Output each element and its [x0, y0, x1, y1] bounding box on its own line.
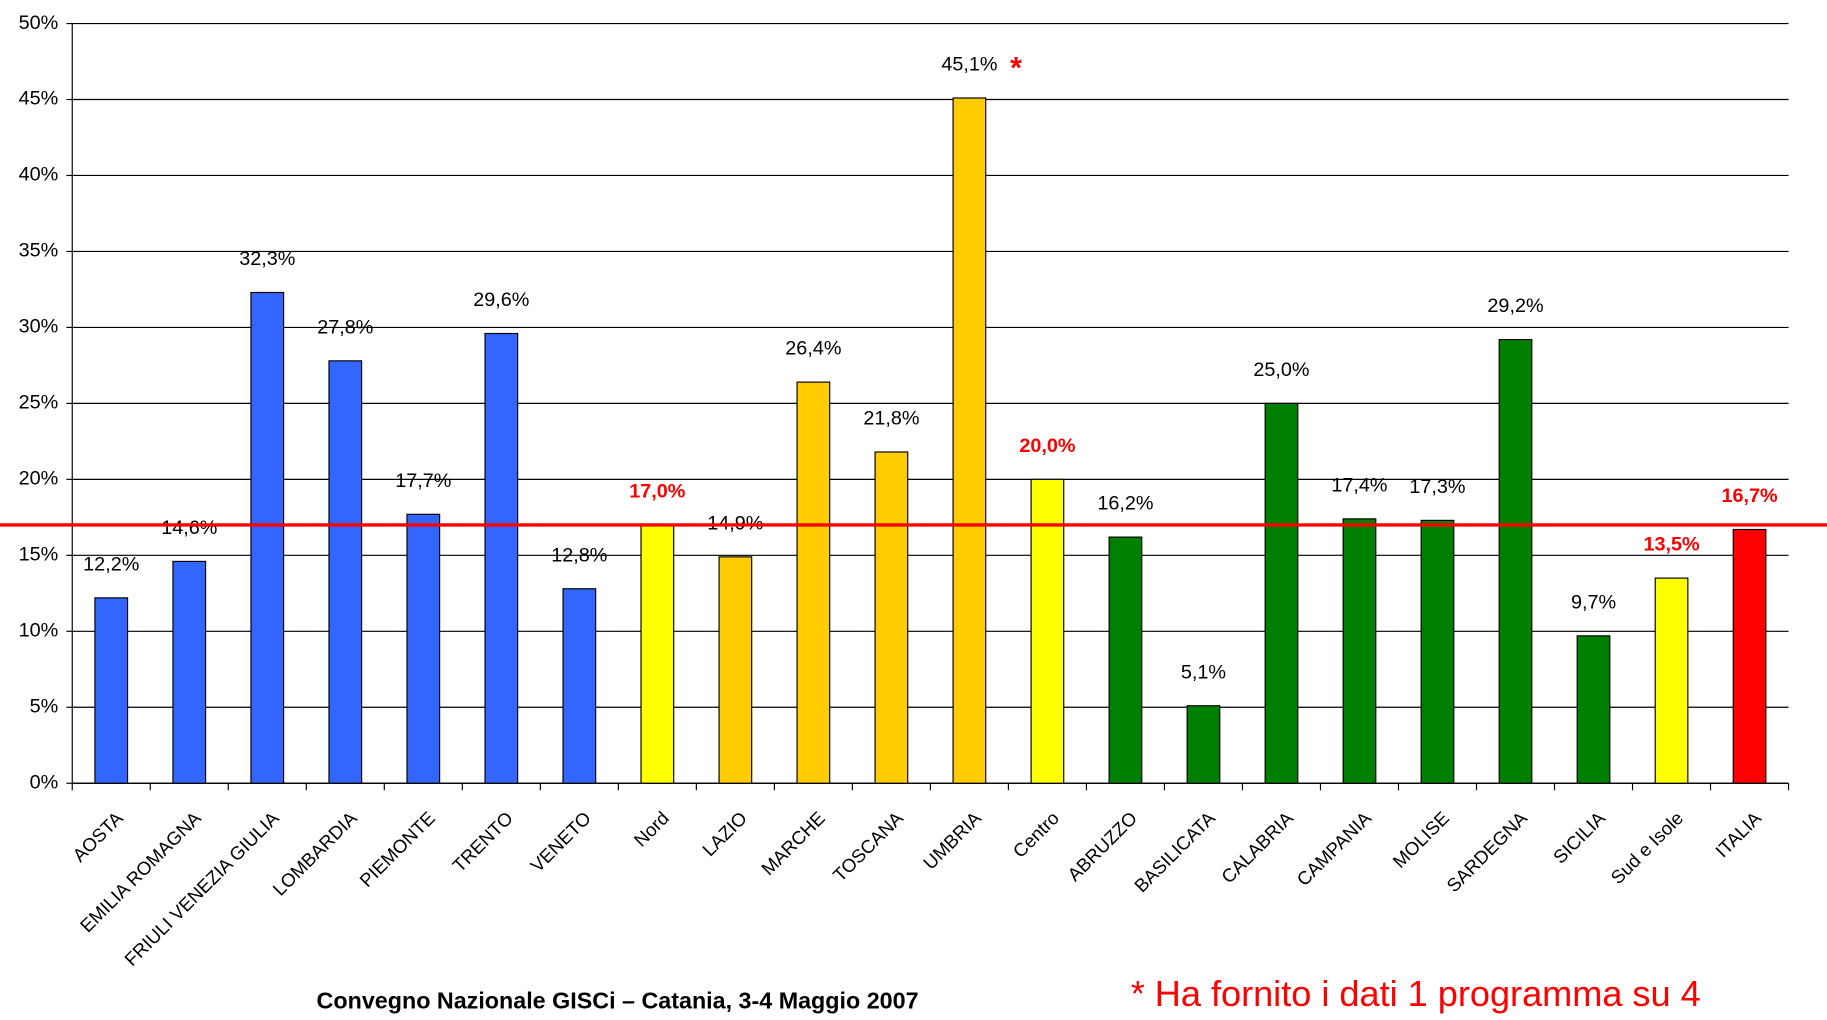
bar	[1030, 478, 1065, 784]
bar	[1108, 536, 1143, 784]
x-tick-label: CAMPANIA	[1292, 807, 1375, 890]
value-label: 29,6%	[473, 289, 529, 311]
bar	[1654, 577, 1689, 784]
value-label: 17,4%	[1331, 474, 1387, 496]
value-label: 25,0%	[1253, 359, 1309, 381]
bar	[484, 332, 519, 784]
bar	[718, 556, 753, 784]
bar	[952, 97, 987, 784]
asterisk: *	[1010, 52, 1022, 85]
bar	[796, 381, 831, 784]
y-tick-label: 25%	[19, 392, 59, 414]
bar	[640, 524, 675, 784]
bar	[328, 360, 363, 784]
x-tick-label: Sud e Isole	[1606, 807, 1687, 888]
x-tick-label: MARCHE	[757, 807, 829, 879]
bar	[172, 560, 207, 784]
y-tick-label: 50%	[19, 12, 59, 34]
value-label: 5,1%	[1181, 661, 1226, 683]
value-label: 16,7%	[1721, 485, 1778, 507]
y-tick-label: 40%	[19, 164, 59, 186]
bar	[1498, 338, 1533, 784]
x-tick-label: VENETO	[526, 807, 595, 876]
value-label: 27,8%	[317, 316, 373, 338]
y-tick-label: 45%	[19, 88, 59, 110]
x-tick-label: TRENTO	[448, 807, 517, 876]
value-label: 12,8%	[551, 544, 607, 566]
bar	[1576, 635, 1611, 784]
value-label: 26,4%	[785, 338, 841, 360]
y-tick-label: 5%	[30, 695, 59, 717]
x-tick-label: AOSTA	[68, 807, 127, 866]
value-label: 17,3%	[1409, 476, 1465, 498]
y-tick-label: 20%	[19, 468, 59, 490]
x-tick-label: SICILIA	[1549, 807, 1610, 868]
value-label: 9,7%	[1571, 591, 1616, 613]
bar	[1342, 518, 1377, 784]
value-label: 16,2%	[1097, 493, 1153, 515]
value-label: 32,3%	[239, 248, 295, 270]
x-tick-label: LAZIO	[698, 807, 751, 860]
value-label: 20,0%	[1019, 435, 1076, 457]
bar	[406, 513, 441, 784]
bar	[562, 588, 597, 784]
value-label: 45,1%	[941, 54, 997, 76]
x-tick-label: ITALIA	[1711, 807, 1766, 862]
value-label: 29,2%	[1487, 295, 1543, 317]
x-tick-label: CALABRIA	[1217, 807, 1297, 887]
bar	[1186, 705, 1221, 784]
x-tick-label: PIEMONTE	[355, 807, 439, 891]
value-label: 17,0%	[629, 481, 686, 503]
y-tick-label: 15%	[19, 544, 59, 566]
bar	[94, 597, 129, 784]
bar	[250, 291, 285, 784]
y-tick-label: 30%	[19, 316, 59, 338]
y-tick-label: 35%	[19, 240, 59, 262]
y-tick-label: 0%	[30, 771, 59, 793]
x-tick-label: Centro	[1009, 807, 1063, 861]
x-tick-label: UMBRIA	[919, 807, 985, 873]
value-label: 21,8%	[863, 408, 919, 430]
x-tick-label: ABRUZZO	[1063, 807, 1141, 885]
bar	[1732, 528, 1767, 784]
bar	[1420, 519, 1455, 784]
x-tick-label: BASILICATA	[1130, 807, 1219, 896]
bar	[1264, 402, 1299, 784]
bar	[874, 451, 909, 784]
x-tick-label: Nord	[630, 807, 673, 850]
footnote: * Ha fornito i dati 1 programma su 4	[1131, 973, 1701, 1014]
x-tick-label: SARDEGNA	[1442, 807, 1531, 896]
y-tick-label: 10%	[19, 620, 59, 642]
x-tick-label: LOMBARDIA	[268, 807, 361, 900]
footer: Convegno Nazionale GISCi – Catania, 3-4 …	[317, 987, 919, 1013]
value-label: 17,7%	[395, 470, 451, 492]
x-tick-label: MOLISE	[1388, 807, 1453, 872]
x-tick-label: TOSCANA	[829, 807, 908, 886]
value-label: 13,5%	[1643, 534, 1700, 556]
x-tick-label: FRIULI VENEZIA GIULIA	[120, 807, 283, 970]
value-label: 14,6%	[161, 517, 217, 539]
value-label: 12,2%	[83, 553, 139, 575]
